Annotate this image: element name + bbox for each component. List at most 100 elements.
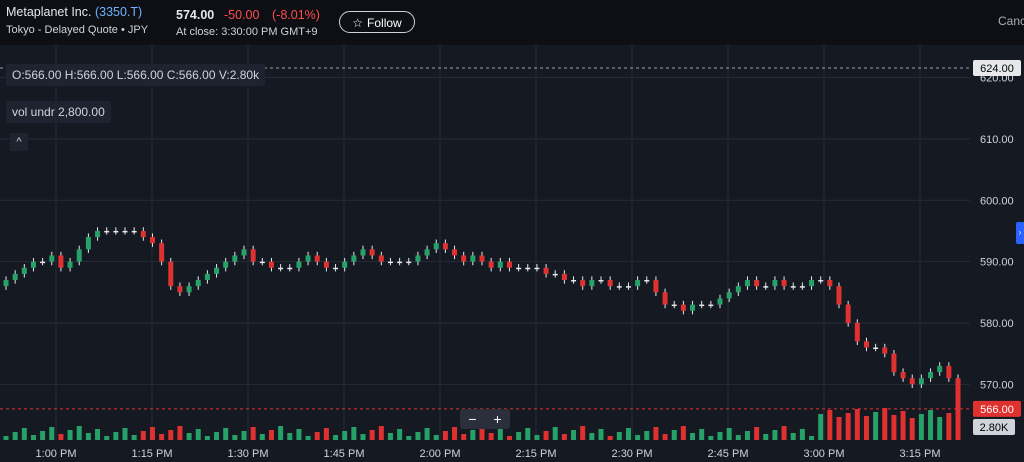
at-close-time: At close: 3:30:00 PM GMT+9 [176,26,318,38]
volume-bar [799,429,805,440]
candle-body [744,280,750,287]
candle-body [790,286,796,288]
exchange-subtitle: Tokyo - Delayed Quote • JPY [6,24,149,36]
candle-body [561,273,567,281]
volume-bar [635,435,641,440]
volume-bar [433,435,439,440]
candle-body [699,304,705,307]
candle-body [882,347,888,354]
volume-bar [232,435,238,440]
candle-body [754,280,760,287]
volume-bar [699,429,705,440]
time-tick-label: 2:15 PM [516,448,557,460]
candle-body [49,255,55,262]
candle-body [809,280,815,287]
volume-bar [809,436,815,440]
volume-bar [873,412,879,440]
candle-body [680,304,686,311]
candle-body [726,292,732,299]
candle-body [232,255,238,262]
volume-bar [159,434,165,440]
volume-bar [3,436,9,440]
zoom-controls: − + [460,409,510,429]
volume-bar [552,427,558,440]
volume-bar [561,434,567,440]
candle-body [214,267,220,274]
candle-body [351,255,357,262]
time-tick-label: 2:45 PM [708,448,749,460]
volume-bar [241,431,247,440]
candle-body [195,280,201,287]
candle-body [818,280,824,282]
candle-body [131,230,137,233]
volume-bar [461,434,467,440]
time-tick-label: 1:30 PM [228,448,269,460]
candle-body [415,255,421,262]
candle-body [406,261,412,264]
volume-bar [360,434,366,440]
volume-bar [882,408,888,440]
candle-body [168,261,174,287]
candle-body [452,249,458,256]
volume-bar [818,414,824,440]
candle-body [516,267,522,270]
volume-bar [204,436,210,440]
candle-body [470,255,476,262]
volume-bar [955,409,961,440]
candle-body [690,304,696,311]
ticker-symbol[interactable]: (3350.T) [94,5,143,19]
volume-bar [259,434,265,440]
volume-bar [424,428,430,440]
volume-marker-box [973,419,1015,435]
volume-bar [342,431,348,440]
volume-bar [900,411,906,440]
volume-bar [717,432,723,440]
volume-bar [506,436,512,440]
candle-body [104,230,110,233]
volume-bar [735,435,741,440]
quote-header: Metaplanet Inc. (3350.T) Tokyo - Delayed… [0,0,1024,45]
candle-body [662,292,668,305]
candle-body [250,249,256,262]
volume-bar [580,426,586,440]
candle-body [763,286,769,288]
volume-bar [497,429,503,440]
candle-body [397,261,403,264]
price-chart[interactable]: 620.00610.00600.00590.00580.00570.001:00… [0,45,1024,462]
collapse-legend-button[interactable]: ^ [10,133,28,151]
candle-body [122,230,128,233]
zoom-in-button[interactable]: + [493,411,502,427]
candle-body [625,286,631,288]
volume-bar [671,430,677,440]
side-panel-handle[interactable]: › [1016,222,1024,244]
price-tick-label: 610.00 [980,134,1014,146]
volume-bar [571,430,577,440]
volume-bar [827,410,833,440]
candle-body [635,280,641,287]
price-tick-label: 600.00 [980,195,1014,207]
candle-body [159,243,165,262]
volume-legend: vol undr 2,800.00 [6,101,111,123]
volume-bar [131,435,137,440]
zoom-out-button[interactable]: − [468,411,477,427]
volume-bar [470,430,476,440]
volume-bar [21,428,27,440]
candle-body [296,261,302,268]
last-price-box [973,400,1021,417]
follow-button[interactable]: ☆ Follow [339,11,415,33]
volume-bar [836,417,842,440]
cancel-button[interactable]: Canc [998,14,1024,28]
candle-body [735,286,741,293]
volume-bar [589,433,595,440]
candle-body [378,255,384,262]
volume-bar [314,432,320,440]
candle-body [845,304,851,323]
candle-body [854,322,860,342]
volume-bar [690,433,696,440]
volume-bar [296,429,302,440]
time-tick-label: 3:00 PM [804,448,845,460]
follow-label: Follow [367,16,402,30]
volume-bar [333,435,339,440]
candle-body [937,365,943,373]
chevron-up-icon: ^ [16,136,22,148]
